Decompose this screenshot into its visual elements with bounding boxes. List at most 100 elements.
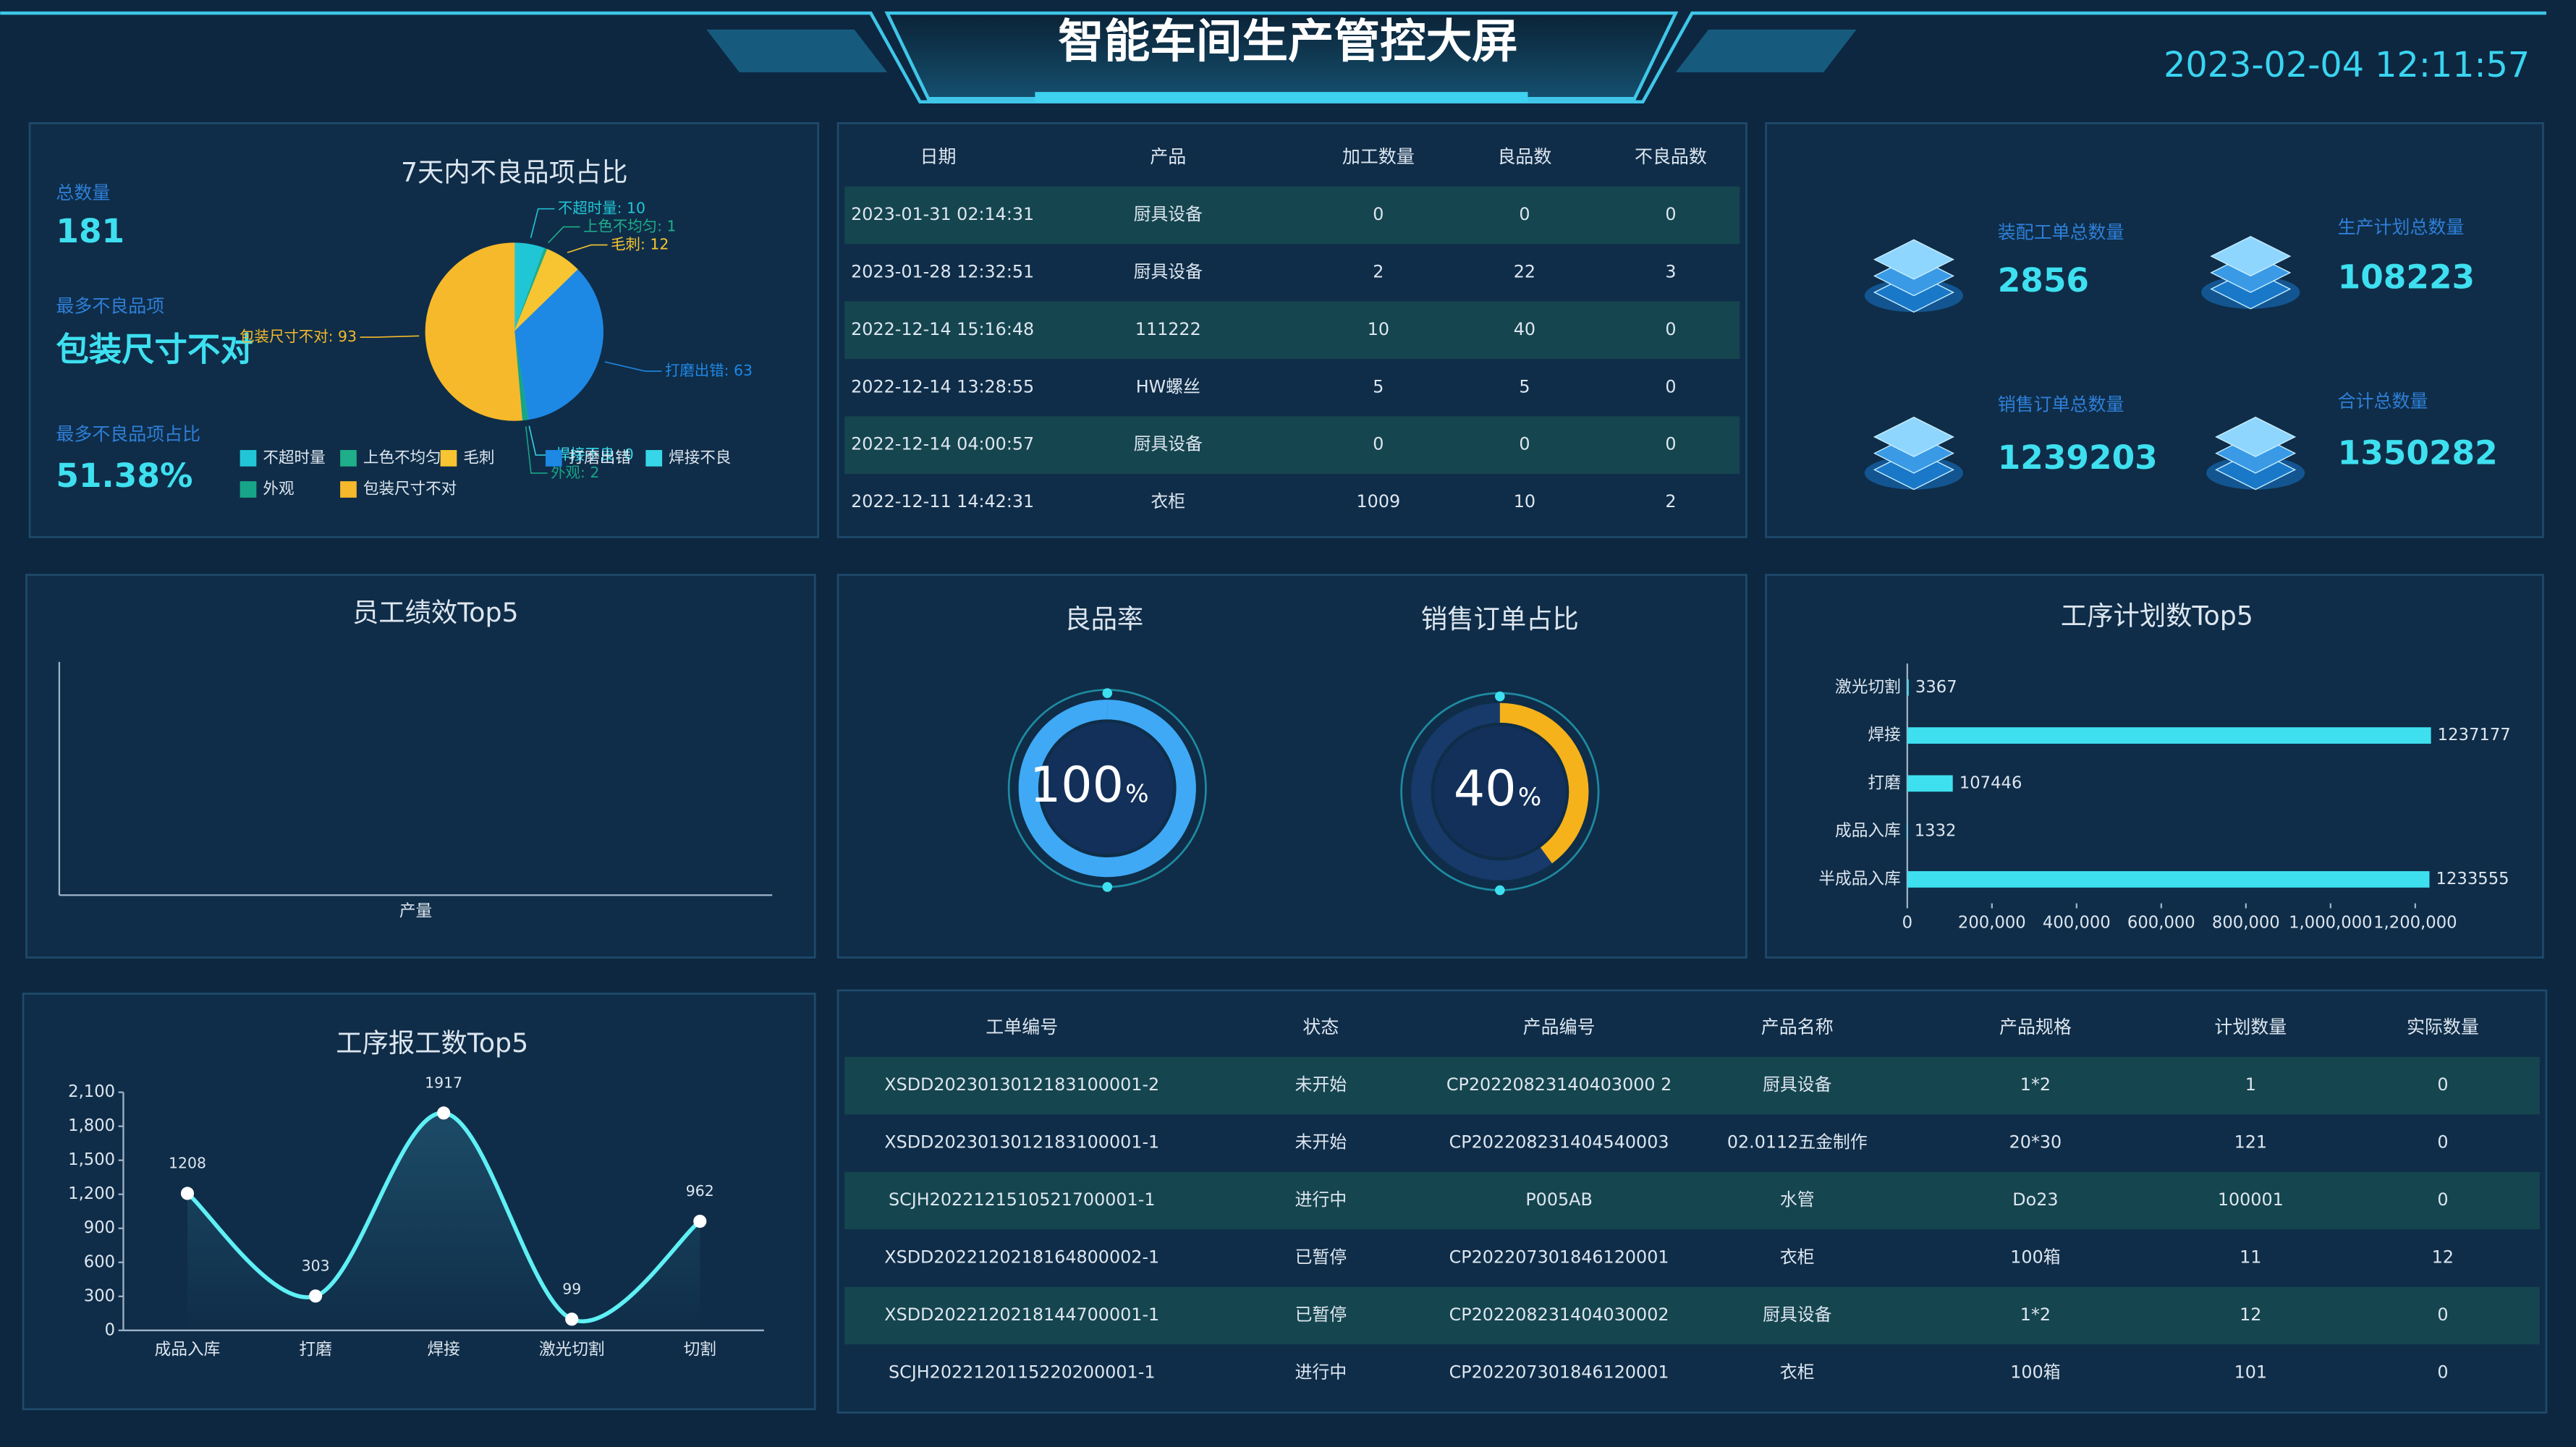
cell: 3 xyxy=(1665,261,1676,281)
legend-swatch xyxy=(340,450,357,467)
x-tick-label: 打磨 xyxy=(299,1341,331,1359)
column-header: 产品 xyxy=(1150,146,1186,167)
x-axis-label: 产量 xyxy=(399,901,432,920)
cell: 5 xyxy=(1373,376,1384,396)
row-stripe xyxy=(844,301,1740,360)
stat-label: 总数量 xyxy=(56,182,110,203)
icon-layer xyxy=(1873,416,1954,457)
point xyxy=(565,1312,579,1326)
cell: 衣柜 xyxy=(1151,491,1185,512)
leader-line xyxy=(567,244,608,253)
point xyxy=(308,1289,323,1303)
y-tick-label: 1,800 xyxy=(68,1116,115,1135)
cell: XSDD2023013012183100001-2 xyxy=(884,1074,1159,1095)
column-header: 良品数 xyxy=(1497,146,1551,167)
cell: 0 xyxy=(1665,376,1676,396)
cell: 111222 xyxy=(1135,319,1201,339)
column-header: 计划数量 xyxy=(2214,1017,2287,1037)
gauge-arc xyxy=(1018,700,1196,878)
y-tick-label: 300 xyxy=(84,1286,115,1305)
cell: 10 xyxy=(1368,319,1389,339)
cell: 0 xyxy=(1665,319,1676,339)
cell: 02.0112五金制作 xyxy=(1727,1132,1868,1153)
chart-title: 员工绩效Top5 xyxy=(352,597,519,628)
pie-slice xyxy=(514,269,603,420)
slice-label: 包装尺寸不对: 93 xyxy=(240,328,357,345)
gauge-unit: % xyxy=(1518,783,1541,812)
x-tick-label: 切割 xyxy=(684,1341,716,1359)
total-label: 销售订单总数量 xyxy=(1998,394,2124,415)
y-tick-label: 半成品入库 xyxy=(1818,870,1900,888)
slice-label: 不超时量: 10 xyxy=(558,200,645,217)
value-label: 303 xyxy=(302,1257,330,1274)
page-title: 智能车间生产管控大屏 xyxy=(1058,14,1517,68)
x-tick-label: 400,000 xyxy=(2043,913,2111,932)
cell: 0 xyxy=(1519,204,1530,224)
cell: 12 xyxy=(2240,1304,2261,1325)
leader-line xyxy=(548,226,580,244)
cell: CP20220823140403000 2 xyxy=(1446,1074,1672,1095)
point xyxy=(180,1187,195,1200)
value-label: 1233555 xyxy=(2436,870,2509,888)
value-label: 107446 xyxy=(1959,773,2022,792)
cell: 0 xyxy=(2437,1132,2448,1153)
bar xyxy=(1907,871,2430,888)
cell: 22 xyxy=(1514,261,1535,281)
y-tick-label: 打磨 xyxy=(1868,773,1900,792)
leader-line xyxy=(525,426,548,474)
cell: 未开始 xyxy=(1295,1074,1347,1095)
chart-title: 销售订单占比 xyxy=(1421,603,1579,635)
column-header: 产品编号 xyxy=(1523,1017,1596,1037)
cell: 进行中 xyxy=(1295,1362,1347,1382)
legend-label: 毛刺 xyxy=(463,449,494,467)
cell: 101 xyxy=(2234,1362,2267,1382)
legend-label: 包装尺寸不对 xyxy=(363,480,457,498)
total-value: 1350282 xyxy=(2338,433,2498,472)
cell: 12 xyxy=(2432,1247,2454,1267)
point xyxy=(693,1214,707,1229)
stat-value: 包装尺寸不对 xyxy=(56,330,253,368)
gauge-dot xyxy=(1102,688,1113,698)
cell: 121 xyxy=(2234,1132,2267,1153)
total-label: 生产计划总数量 xyxy=(2338,217,2465,238)
y-tick-label: 1,200 xyxy=(68,1184,115,1203)
x-tick-label: 800,000 xyxy=(2212,913,2280,932)
y-tick-label: 1,500 xyxy=(68,1150,115,1169)
gauge-arc xyxy=(1499,703,1589,864)
legend-swatch xyxy=(240,450,257,467)
stat-value: 51.38% xyxy=(56,457,192,495)
cell: 2022-12-14 13:28:55 xyxy=(851,376,1034,396)
cell: Do23 xyxy=(2012,1189,2058,1210)
total-label: 装配工单总数量 xyxy=(1998,221,2124,242)
legend-swatch xyxy=(545,450,562,467)
cell: CP202207301846120001 xyxy=(1449,1362,1669,1382)
leader-line xyxy=(360,335,420,338)
cell: 5 xyxy=(1519,376,1530,396)
cell: CP202208231404540003 xyxy=(1449,1132,1669,1153)
gauge-inner xyxy=(1434,726,1566,858)
cell: 厨具设备 xyxy=(1134,261,1203,281)
gauge-inner xyxy=(1041,722,1174,854)
row-stripe xyxy=(844,1056,2540,1115)
column-header: 实际数量 xyxy=(2407,1017,2479,1037)
legend-label: 上色不均匀 xyxy=(363,449,441,467)
bar xyxy=(1907,727,2431,744)
cell: 2023-01-31 02:14:31 xyxy=(851,204,1034,224)
chart-title: 7天内不良品项占比 xyxy=(401,157,628,188)
legend-label: 焊接不良 xyxy=(669,449,731,467)
value-label: 1237177 xyxy=(2438,726,2511,744)
gauge-dot xyxy=(1102,882,1113,892)
x-tick-label: 1,200,000 xyxy=(2373,913,2457,932)
stat-label: 最多不良品项占比 xyxy=(56,424,200,445)
leader-line xyxy=(530,208,555,239)
cell: 厨具设备 xyxy=(1763,1074,1831,1095)
cell: CP202207301846120001 xyxy=(1449,1247,1669,1267)
cell: 0 xyxy=(2437,1189,2448,1210)
x-tick-label: 焊接 xyxy=(427,1341,459,1359)
slice-label: 毛刺: 12 xyxy=(611,236,669,253)
x-tick-label: 成品入库 xyxy=(155,1341,221,1359)
cell: 2022-12-14 04:00:57 xyxy=(851,434,1034,454)
datetime: 2023-02-04 12:11:57 xyxy=(2164,46,2530,85)
cell: 水管 xyxy=(1780,1189,1815,1210)
